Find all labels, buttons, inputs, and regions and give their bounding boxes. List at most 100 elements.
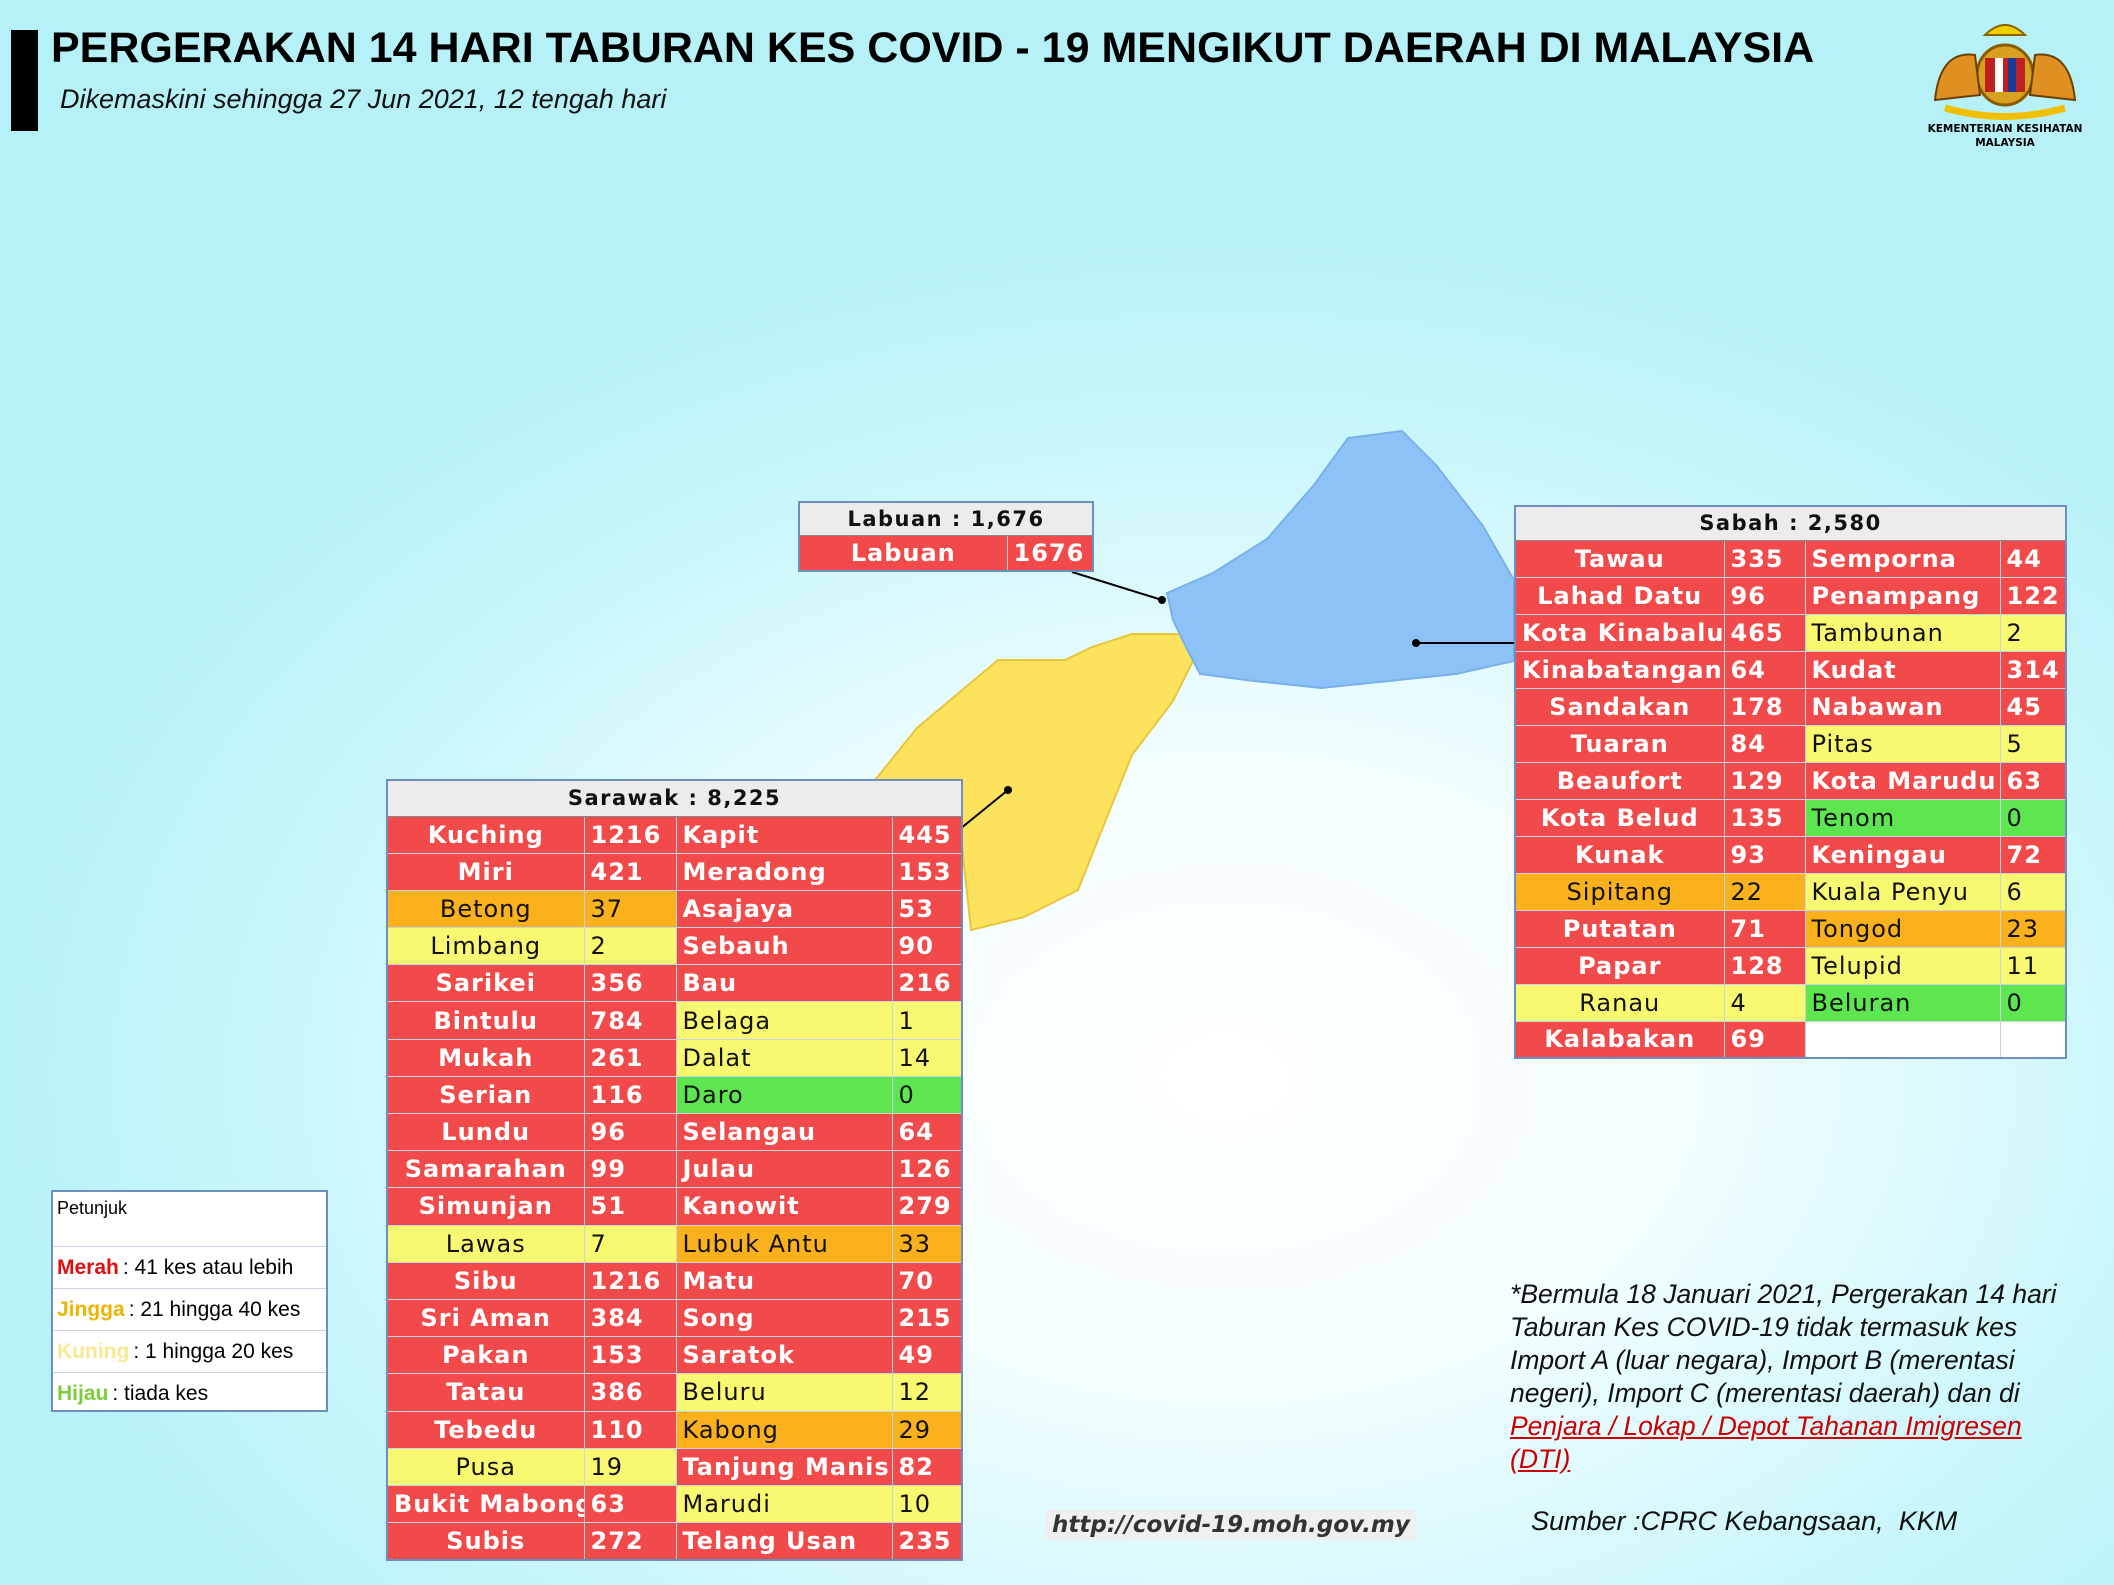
legend-word: Jingga — [57, 1298, 125, 1321]
district-name: Kapit — [675, 815, 893, 854]
note-line: negeri), Import C (merentasi daerah) dan… — [1510, 1378, 2020, 1408]
district-name: Nabawan — [1804, 687, 2001, 726]
district-name: Mukah — [386, 1038, 585, 1077]
table-row: Tawau 335 Semporna 44 — [1514, 539, 2067, 578]
case-count: 51 — [583, 1187, 677, 1226]
district-name: Bau — [675, 964, 893, 1003]
district-name: Beluru — [675, 1373, 893, 1412]
note-link: Penjara / Lokap / Depot Tahanan Imigrese… — [1510, 1411, 2022, 1441]
district-name: Julau — [675, 1150, 893, 1189]
case-count: 153 — [891, 852, 963, 891]
table-header-row: Labuan : 1,676 — [798, 501, 1094, 536]
district-name: Kudat — [1804, 650, 2001, 689]
case-count: 53 — [891, 889, 963, 929]
case-count: 33 — [891, 1224, 963, 1263]
district-name: Sri Aman — [386, 1298, 585, 1338]
case-count: 2 — [1999, 613, 2067, 652]
district-name: Limbang — [386, 927, 585, 966]
district-name: Pusa — [386, 1447, 585, 1486]
labuan-table: Labuan : 1,676 Labuan 1676 — [798, 501, 1095, 572]
case-count: 784 — [583, 1001, 677, 1040]
case-count: 261 — [583, 1038, 677, 1077]
case-count: 0 — [1999, 798, 2067, 837]
legend-title: Petunjuk — [57, 1198, 128, 1218]
table-row: Kuching 1216 Kapit 445 — [386, 815, 963, 854]
district-name: Lubuk Antu — [675, 1224, 893, 1263]
legend-word: Hijau — [57, 1382, 109, 1405]
district-name: Song — [675, 1298, 893, 1338]
table-title: Sabah : 2,580 — [1514, 505, 2067, 541]
table-title: Sarawak : 8,225 — [386, 779, 963, 817]
case-count: 64 — [1723, 650, 1806, 689]
district-name: Bukit Mabong — [386, 1484, 585, 1524]
table-row: Serian 116 Daro 0 — [386, 1075, 963, 1115]
table-row: Mukah 261 Dalat 14 — [386, 1038, 963, 1077]
district-name: Miri — [386, 852, 585, 891]
district-name: Sipitang — [1514, 872, 1725, 911]
case-count: 45 — [1999, 687, 2067, 726]
district-name: Keningau — [1804, 835, 2001, 874]
legend: Petunjuk Merah: 41 kes atau lebih Jingga:… — [51, 1190, 328, 1412]
table-row: Tatau 386 Beluru 12 — [386, 1373, 963, 1412]
table-row: Kalabakan 69 — [1514, 1020, 2067, 1059]
district-name: Meradong — [675, 852, 893, 891]
district-name: Tuaran — [1514, 724, 1725, 763]
case-count: 69 — [1723, 1020, 1806, 1059]
table-row: Subis 272 Telang Usan 235 — [386, 1522, 963, 1561]
table-row: Pakan 153 Saratok 49 — [386, 1336, 963, 1375]
district-name: Tawau — [1514, 539, 1725, 578]
district-name: Tatau — [386, 1373, 585, 1412]
url: http://covid-19.moh.gov.my — [1046, 1510, 1416, 1540]
case-count: 1216 — [583, 815, 677, 854]
table-row: Lundu 96 Selangau 64 — [386, 1112, 963, 1152]
table-row: Lahad Datu 96 Penampang 122 — [1514, 576, 2067, 615]
title: PERGERAKAN 14 HARI TABURAN KES COVID - 1… — [51, 24, 1815, 72]
district-name: Penampang — [1804, 576, 2001, 615]
case-count: 44 — [1999, 539, 2067, 578]
note-link-line: (DTI) — [1510, 1443, 2057, 1476]
district-name: Saratok — [675, 1336, 893, 1375]
note-line: Taburan Kes COVID-19 tidak termasuk kes — [1510, 1312, 2018, 1342]
district-name: Kinabatangan — [1514, 650, 1725, 689]
case-count: 335 — [1723, 539, 1806, 578]
table-row: Ranau 4 Beluran 0 — [1514, 983, 2067, 1022]
district-name: Tambunan — [1804, 613, 2001, 652]
case-count: 0 — [1999, 983, 2067, 1022]
case-count: 63 — [1999, 761, 2067, 800]
district-name: Simunjan — [386, 1187, 585, 1226]
case-count: 465 — [1723, 613, 1806, 652]
sabah-map — [1165, 429, 1515, 690]
table-row: Kinabatangan 64 Kudat 314 — [1514, 650, 2067, 689]
legend-item: Jingga: 21 hingga 40 kes — [53, 1288, 326, 1330]
case-count: 64 — [891, 1112, 963, 1152]
case-count: 99 — [583, 1150, 677, 1189]
table-row: Samarahan 99 Julau 126 — [386, 1150, 963, 1189]
table-row: Simunjan 51 Kanowit 279 — [386, 1187, 963, 1226]
district-name: Sibu — [386, 1261, 585, 1300]
case-count: 63 — [583, 1484, 677, 1524]
case-count: 49 — [891, 1336, 963, 1375]
district-name: Marudi — [675, 1484, 893, 1524]
district-name: Lundu — [386, 1112, 585, 1152]
empty-cell — [1999, 1020, 2067, 1059]
case-count: 70 — [891, 1261, 963, 1300]
district-name: Putatan — [1514, 909, 1725, 948]
case-count: 37 — [583, 889, 677, 929]
case-count: 5 — [1999, 724, 2067, 763]
district-name: Subis — [386, 1522, 585, 1561]
case-count: 4 — [1723, 983, 1806, 1022]
note-link: (DTI) — [1510, 1444, 1571, 1474]
table-row: Kunak 93 Keningau 72 — [1514, 835, 2067, 874]
table-row: Putatan 71 Tongod 23 — [1514, 909, 2067, 948]
district-name: Betong — [386, 889, 585, 929]
table-header-row: Sabah : 2,580 — [1514, 505, 2067, 541]
case-count: 129 — [1723, 761, 1806, 800]
district-name: Tenom — [1804, 798, 2001, 837]
district-name: Telupid — [1804, 946, 2001, 985]
legend-item: Hijau: tiada kes — [53, 1372, 326, 1414]
district-name: Sarikei — [386, 964, 585, 1003]
case-count: 10 — [891, 1484, 963, 1524]
case-count: 314 — [1999, 650, 2067, 689]
sarawak-map — [861, 633, 1202, 932]
